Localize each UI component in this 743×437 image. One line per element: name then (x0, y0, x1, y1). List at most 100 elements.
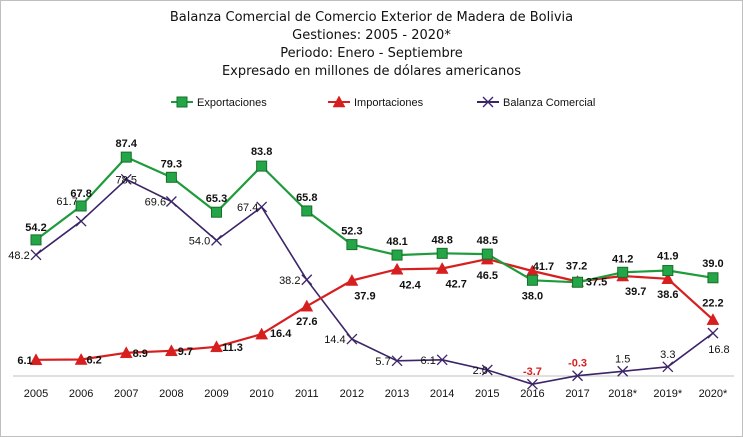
data-point-x (481, 364, 493, 376)
x-tick-label: 2010 (249, 388, 273, 400)
data-label: 69.6 (145, 196, 166, 208)
x-axis-tick-labels: 2005 2006 2007 2008 2009 2010 2011 2012 2013 2014… (24, 388, 728, 400)
data-point-x (391, 355, 403, 367)
data-label: 48.2 (8, 250, 29, 262)
data-point-x (165, 196, 177, 207)
data-point-square (120, 151, 132, 163)
data-label: 38.6 (657, 289, 678, 301)
x-tick-label: 2017 (565, 388, 589, 400)
data-point-square (572, 276, 584, 288)
series-layer (29, 151, 720, 390)
legend-label: Exportaciones (197, 97, 267, 109)
data-label: 37.5 (586, 277, 607, 289)
data-label: 37.2 (566, 260, 587, 272)
data-label: 54.0 (189, 235, 210, 247)
data-label: -0.3 (568, 358, 587, 370)
data-label: 39.0 (702, 258, 723, 270)
data-point-x (617, 365, 629, 377)
data-labels: 48.2 61.7 78.5 69.6 54.0 67.4 38.2 14.4 5.7 6.1 2.… (8, 138, 729, 378)
data-label: 8.9 (133, 348, 148, 360)
series-line-importaciones (35, 258, 714, 361)
legend-item: Importaciones (328, 95, 424, 109)
data-label: 41.7 (533, 261, 554, 273)
data-label: 22.2 (702, 298, 723, 310)
data-label: 52.3 (341, 226, 362, 238)
x-tick-label: 2013 (385, 388, 409, 400)
data-point-square (30, 234, 42, 246)
legend: Exportaciones Importaciones Balanza Comerc… (171, 95, 595, 109)
chart-subtitle-periodo: Periodo: Enero - Septiembre (280, 46, 463, 61)
data-point-triangle (706, 313, 720, 325)
x-tick-label: 2009 (204, 388, 228, 400)
data-label: 16.8 (708, 344, 729, 356)
chart-title: Balanza Comercial de Comercio Exterior d… (169, 10, 574, 25)
data-point-triangle (255, 327, 269, 340)
data-label: 27.6 (296, 316, 317, 328)
data-point-x (120, 173, 132, 185)
data-point-square (256, 160, 268, 172)
data-label: 5.7 (375, 356, 390, 368)
legend-label: Balanza Comercial (503, 97, 595, 109)
data-point-triangle (119, 346, 133, 359)
data-label: 41.9 (657, 251, 678, 263)
data-label: 6.1 (17, 355, 32, 367)
data-label: 1.5 (615, 353, 630, 365)
chart-subtitle-gestiones: Gestiones: 2005 - 2020* (292, 28, 451, 43)
data-point-triangle (300, 299, 314, 312)
data-label: 48.1 (386, 236, 407, 248)
legend-label: Importaciones (354, 97, 424, 109)
data-label: 6.1 (421, 355, 436, 367)
data-label: 87.4 (116, 138, 138, 150)
data-point-x (346, 333, 358, 345)
data-label: 79.3 (161, 158, 182, 170)
x-tick-label: 2016 (520, 388, 544, 400)
data-point-x (30, 249, 42, 261)
data-point-triangle (661, 272, 675, 285)
data-label: 48.8 (431, 234, 452, 246)
data-label: 6.2 (86, 355, 101, 367)
data-point-triangle (164, 344, 178, 357)
data-point-triangle (435, 262, 449, 274)
data-label: 42.7 (445, 279, 466, 291)
data-point-triangle (210, 340, 223, 353)
data-point-x (301, 274, 313, 286)
data-label: 54.2 (25, 222, 46, 234)
data-point-triangle (390, 262, 404, 275)
data-point-triangle (29, 353, 43, 366)
data-point-x (256, 201, 268, 213)
data-label: 61.7 (56, 196, 77, 208)
data-point-square (165, 171, 177, 183)
data-label: 67.4 (237, 202, 258, 214)
x-tick-label: 2014 (430, 388, 454, 400)
data-point-square (526, 274, 538, 286)
legend-marker-triangle (332, 95, 346, 108)
legend-item: Exportaciones (171, 96, 267, 109)
x-tick-label: 2018* (608, 388, 637, 400)
data-label: 9.7 (178, 346, 193, 358)
data-label: -3.7 (523, 366, 542, 378)
data-point-square (75, 200, 87, 212)
x-tick-label: 2006 (69, 388, 93, 400)
data-label: 16.4 (270, 328, 292, 340)
data-point-square (481, 248, 493, 260)
data-label: 83.8 (251, 146, 272, 158)
x-tick-label: 2020* (699, 388, 728, 400)
data-point-square (301, 205, 313, 217)
data-point-square (707, 272, 719, 284)
data-label: 42.4 (399, 279, 421, 291)
data-label: 46.5 (477, 270, 498, 282)
data-label: 11.3 (222, 342, 243, 354)
data-label: 78.5 (116, 174, 137, 186)
series-line-exportaciones (35, 156, 714, 284)
data-point-x (572, 370, 584, 382)
data-point-triangle (74, 353, 88, 365)
data-point-square (211, 206, 223, 218)
data-label: 38.2 (279, 275, 300, 287)
legend-marker-x (482, 96, 494, 108)
legend-item: Balanza Comercial (477, 96, 595, 109)
x-tick-label: 2011 (295, 388, 319, 400)
data-point-x (707, 327, 719, 339)
chart-title-block: Balanza Comercial de Comercio Exterior d… (1, 9, 742, 81)
